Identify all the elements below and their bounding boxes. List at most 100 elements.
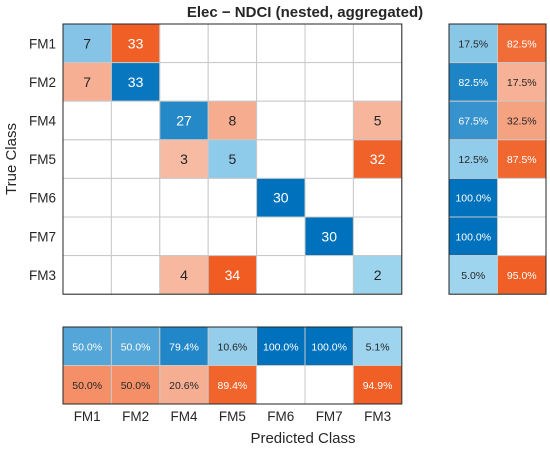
row-summary-correct-label: 67.5% [458, 116, 488, 128]
row-summary-correct-label: 100.0% [455, 193, 491, 205]
cell-value: 5 [229, 151, 237, 167]
matrix-cell [304, 62, 354, 102]
matrix-cell [256, 139, 306, 179]
cell-value: 30 [273, 190, 289, 206]
row-summary-correct-label: 5.0% [461, 270, 485, 282]
x-tick-label: FM1 [74, 409, 101, 424]
cell-value: 7 [83, 35, 91, 51]
column-summary-incorrect [207, 365, 258, 405]
matrix-cell [207, 216, 258, 257]
x-axis-label: Predicted Class [250, 430, 355, 447]
row-summary-incorrect-label: 95.0% [507, 270, 537, 282]
matrix-cell [256, 255, 306, 295]
column-summary-incorrect [110, 365, 161, 405]
matrix-cell [159, 177, 209, 218]
matrix-cell [352, 216, 403, 257]
row-summary: 17.5% 82.5% 82.5% 17.5% 67.5% 32.5% 12.5% 87.5%… [448, 23, 547, 295]
y-tick-label: FM6 [29, 191, 56, 206]
tick-labels: FM1 FM2 FM4 FM5 FM6 FM7 FM3 FM1 FM2 FM4 FM5 FM6 FM7 F… [29, 36, 391, 424]
matrix-cell [62, 100, 112, 141]
cell-value: 7 [83, 74, 91, 90]
y-tick-label: FM4 [29, 114, 56, 129]
row-summary-incorrect [497, 139, 547, 179]
column-summary-frame [62, 326, 403, 405]
column-summary-incorrect-label: 50.0% [72, 380, 102, 392]
column-summary-incorrect-label: 20.6% [169, 380, 199, 392]
cell-value: 33 [128, 74, 144, 90]
row-summary-incorrect-label: 32.5% [507, 116, 537, 128]
row-summary-correct-label: 100.0% [455, 231, 491, 243]
matrix-cell [207, 62, 258, 102]
column-summary-incorrect [62, 365, 112, 405]
y-tick-label: FM7 [29, 229, 56, 244]
column-summary-incorrect [304, 365, 354, 405]
matrix-cell [110, 255, 161, 295]
cell-value: 32 [370, 151, 386, 167]
matrix-cell [207, 100, 258, 141]
matrix-cell [304, 139, 354, 179]
cell-value: 3 [180, 151, 188, 167]
cell-value: 30 [321, 228, 337, 244]
matrix-cell [352, 177, 403, 218]
matrix-cell [110, 177, 161, 218]
column-summary-correct-label: 50.0% [72, 341, 102, 353]
column-summary: 50.0% 50.0% 50.0% 50.0% 79.4% 20.6% 10.6% 89.4%… [62, 326, 403, 405]
matrix-cell [159, 23, 209, 64]
matrix-cell [159, 216, 209, 257]
row-summary-correct [448, 100, 498, 141]
y-tick-label: FM2 [29, 75, 56, 90]
row-summary-frame [448, 23, 547, 295]
matrix-cell [62, 139, 112, 179]
row-summary-incorrect [497, 216, 547, 257]
row-summary-incorrect-label: 87.5% [507, 154, 537, 166]
y-tick-label: FM5 [29, 152, 56, 167]
row-summary-incorrect [497, 177, 547, 218]
chart-title: Elec − NDCI (nested, aggregated) [187, 4, 423, 21]
column-summary-correct-label: 50.0% [121, 341, 151, 353]
confusion-matrix: 7 33 7 33 27 8 5 3 5 32 30 30 4 34 2 [62, 23, 403, 295]
row-summary-correct-label: 12.5% [458, 154, 488, 166]
matrix-cell [110, 139, 161, 179]
column-summary-correct-label: 100.0% [311, 341, 347, 353]
x-tick-label: FM4 [171, 409, 198, 424]
cell-value: 8 [229, 113, 237, 129]
column-summary-correct [304, 326, 354, 366]
column-summary-incorrect-label: 89.4% [218, 380, 248, 392]
matrix-cell [256, 216, 306, 257]
matrix-cell [207, 255, 258, 295]
matrix-cell [62, 216, 112, 257]
y-tick-label: FM1 [29, 36, 56, 51]
x-tick-label: FM6 [267, 409, 294, 424]
matrix-cell [256, 62, 306, 102]
matrix-cell [207, 177, 258, 218]
matrix-cell [62, 255, 112, 295]
column-summary-incorrect-label: 50.0% [121, 380, 151, 392]
row-summary-incorrect-label: 17.5% [507, 77, 537, 89]
y-axis-label: True Class [3, 123, 20, 195]
matrix-cell [304, 216, 354, 257]
matrix-cell [304, 255, 354, 295]
y-tick-label: FM3 [29, 268, 56, 283]
matrix-cell [256, 23, 306, 64]
row-summary-correct [448, 255, 498, 295]
matrix-cell [62, 23, 112, 64]
matrix-cell [304, 177, 354, 218]
cell-value: 27 [176, 113, 192, 129]
cell-value: 2 [374, 267, 382, 283]
cell-value: 34 [225, 267, 241, 283]
matrix-cell [110, 23, 161, 64]
row-summary-correct-label: 17.5% [458, 38, 488, 50]
cell-value: 5 [374, 113, 382, 129]
cell-value: 4 [180, 267, 188, 283]
matrix-cell [110, 100, 161, 141]
column-summary-correct-label: 79.4% [169, 341, 199, 353]
matrix-cell [159, 139, 209, 179]
column-summary-correct-label: 10.6% [218, 341, 248, 353]
row-summary-incorrect-label: 82.5% [507, 38, 537, 50]
column-summary-correct-label: 100.0% [263, 341, 299, 353]
column-summary-correct-label: 5.1% [366, 341, 390, 353]
column-summary-incorrect-label: 94.9% [363, 380, 393, 392]
x-tick-label: FM2 [122, 409, 149, 424]
row-summary-incorrect [497, 255, 547, 295]
